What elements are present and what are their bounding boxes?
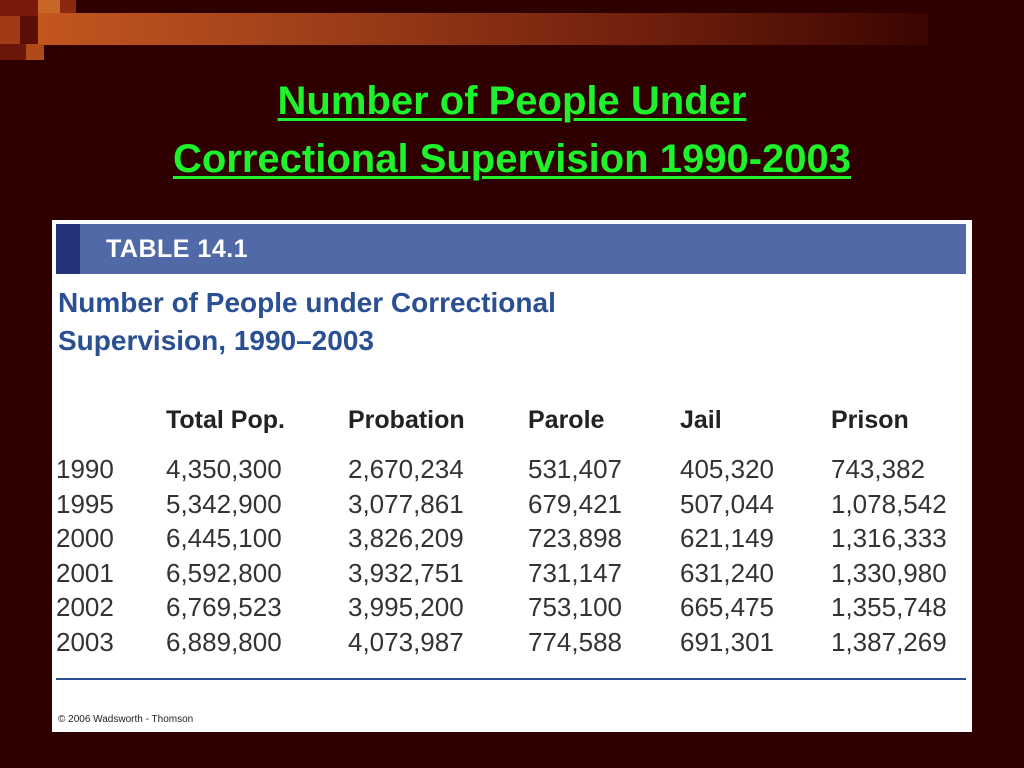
slide-title-line-2: Correctional Supervision 1990-2003 — [172, 137, 852, 181]
table-cell-year: 2002 — [56, 592, 114, 622]
table-cell-total: 4,350,300 — [166, 454, 282, 484]
table-cell-probation: 3,826,209 — [348, 523, 464, 553]
table-cell-parole: 774,588 — [528, 626, 622, 657]
table-header-accent — [56, 224, 80, 274]
column-header-probation: Probation — [348, 406, 465, 434]
table-cell-prison: 1,316,333 — [831, 523, 947, 553]
table-image: TABLE 14.1 Number of People under Correc… — [52, 220, 972, 732]
table-title-line-1: Number of People under Correctional — [58, 287, 556, 318]
table-cell-total: 6,445,100 — [166, 523, 282, 553]
table-bottom-rule — [56, 678, 966, 680]
decorative-gradient-bar — [38, 13, 928, 45]
table-cell-prison: 1,330,980 — [831, 557, 947, 588]
table-title-line-2: Supervision, 1990–2003 — [58, 325, 374, 356]
decorative-square — [60, 0, 76, 13]
slide-title: Number of People Under Correctional Supe… — [0, 72, 1024, 188]
table-cell-prison: 743,382 — [831, 454, 925, 484]
table-cell-year: 2001 — [56, 557, 114, 588]
decorative-square — [0, 0, 38, 16]
copyright-text: © 2006 Wadsworth - Thomson — [58, 714, 194, 725]
decorative-square — [0, 16, 20, 44]
table-cell-year: 2003 — [56, 626, 114, 657]
table-cell-jail: 507,044 — [680, 488, 774, 519]
column-header-prison: Prison — [831, 406, 909, 434]
decorative-square — [38, 0, 60, 13]
table-title: Number of People under Correctional Supe… — [58, 284, 556, 360]
table-cell-prison: 1,355,748 — [831, 592, 947, 622]
table-cell-total: 5,342,900 — [166, 488, 282, 519]
decorative-square — [20, 16, 38, 44]
table-cell-probation: 3,077,861 — [348, 488, 464, 519]
table-cell-parole: 731,147 — [528, 557, 622, 588]
table-cell-probation: 2,670,234 — [348, 454, 464, 484]
table-cell-total: 6,769,523 — [166, 592, 282, 622]
decorative-square — [26, 44, 44, 60]
table-cell-jail: 691,301 — [680, 626, 774, 657]
table-cell-total: 6,592,800 — [166, 557, 282, 588]
table-cell-jail: 665,475 — [680, 592, 774, 622]
table-cell-jail: 405,320 — [680, 454, 774, 484]
column-header-parole: Parole — [528, 406, 605, 434]
slide-title-line-1: Number of People Under — [277, 79, 747, 123]
table-cell-probation: 3,995,200 — [348, 592, 464, 622]
table-header-bar: TABLE 14.1 — [56, 224, 966, 274]
table-cell-year: 2000 — [56, 523, 114, 553]
table-cell-probation: 3,932,751 — [348, 557, 464, 588]
table-cell-year: 1995 — [56, 488, 114, 519]
table-cell-probation: 4,073,987 — [348, 626, 464, 657]
table-cell-total: 6,889,800 — [166, 626, 282, 657]
table-cell-parole: 753,100 — [528, 592, 622, 622]
table-cell-year: 1990 — [56, 454, 114, 484]
table-label: TABLE 14.1 — [106, 235, 249, 263]
column-header-jail: Jail — [680, 406, 722, 434]
table-cell-prison: 1,387,269 — [831, 626, 947, 657]
decorative-square — [0, 44, 26, 60]
table-cell-jail: 631,240 — [680, 557, 774, 588]
table-cell-prison: 1,078,542 — [831, 488, 947, 519]
table-cell-parole: 679,421 — [528, 488, 622, 519]
table-cell-parole: 531,407 — [528, 454, 622, 484]
column-header-total: Total Pop. — [166, 406, 285, 434]
table-cell-jail: 621,149 — [680, 523, 774, 553]
table-cell-parole: 723,898 — [528, 523, 622, 553]
